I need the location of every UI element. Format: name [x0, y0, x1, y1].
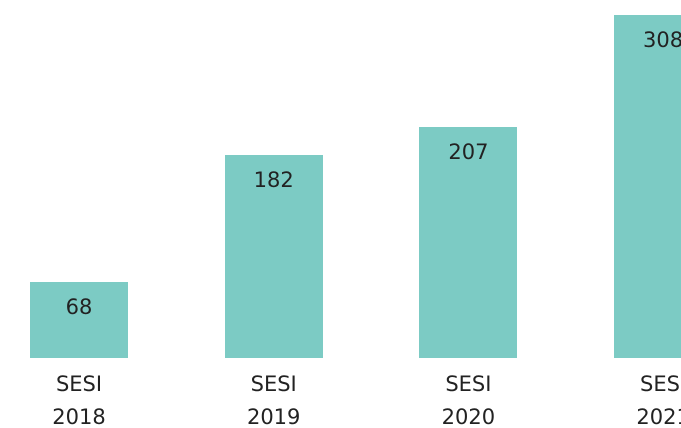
bar [614, 15, 681, 358]
value-label: 308 [643, 28, 681, 52]
bar [30, 282, 128, 358]
x-tick-label: SESI 2018 [52, 372, 106, 428]
x-tick-label: SESI 2020 [441, 372, 496, 428]
bar [224, 155, 323, 358]
bar [419, 127, 518, 358]
x-tick-label: SESI 2021 [636, 372, 681, 428]
value-label: 207 [448, 140, 489, 165]
value-label: 68 [65, 295, 93, 320]
x-tick-label: SESI 2019 [246, 372, 301, 428]
value-label: 182 [253, 168, 294, 193]
